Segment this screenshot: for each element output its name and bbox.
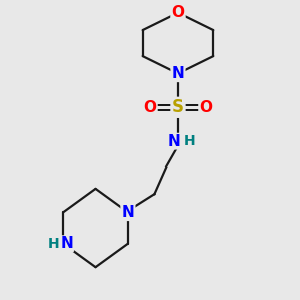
Text: S: S <box>172 98 184 116</box>
Text: O: O <box>143 100 157 115</box>
Text: O: O <box>172 5 184 20</box>
Text: N: N <box>122 205 134 220</box>
Text: N: N <box>172 66 184 81</box>
Text: H: H <box>183 134 195 148</box>
Text: O: O <box>200 100 212 115</box>
Text: H: H <box>47 237 59 251</box>
Text: N: N <box>168 134 181 149</box>
Text: N: N <box>60 236 73 251</box>
